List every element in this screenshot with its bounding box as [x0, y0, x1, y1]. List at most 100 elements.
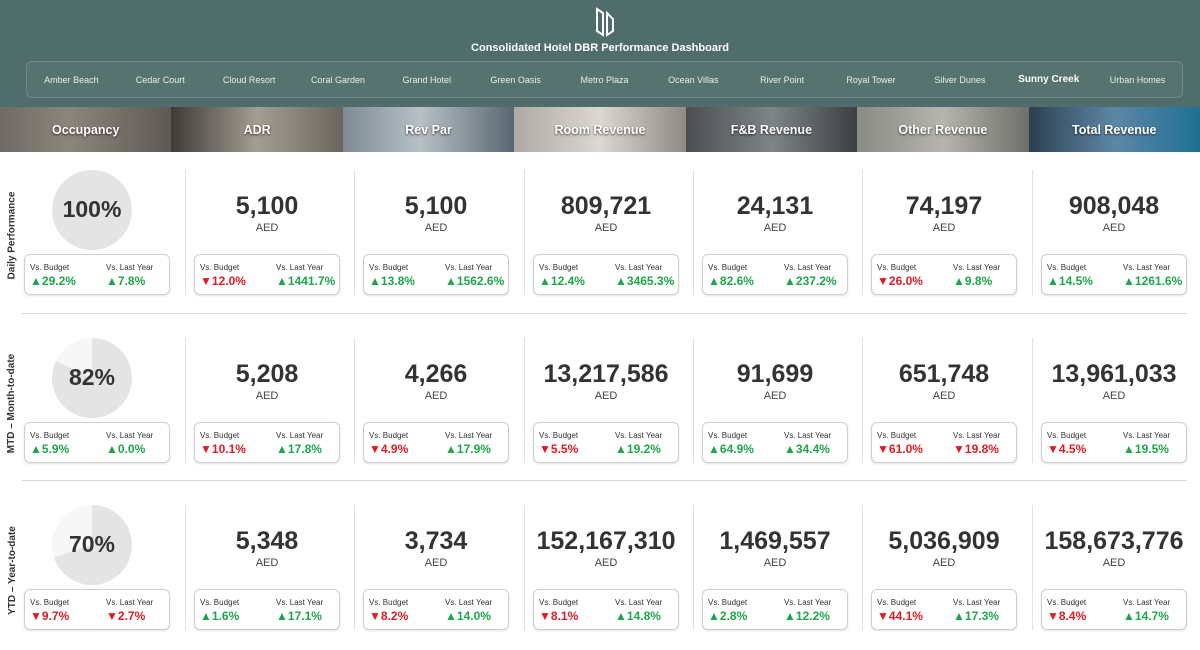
column-divider: [862, 170, 863, 295]
vs-budget-label: Vs. Budget: [30, 431, 70, 440]
kpi-value: 91,699: [736, 360, 814, 388]
hotel-tab-green-oasis[interactable]: Green Oasis: [490, 74, 541, 85]
vs-last-year-value-text: 237.2%: [795, 274, 837, 288]
vs-last-year-value-text: 14.8%: [626, 609, 661, 623]
kpi-value: 13,217,586: [543, 360, 669, 388]
vs-budget-value-text: 61.0%: [888, 442, 923, 456]
column-divider: [524, 338, 525, 463]
currency-unit: AED: [594, 557, 618, 569]
hotel-tab-urban-homes[interactable]: Urban Homes: [1109, 74, 1166, 85]
arrow-up-icon: ▲: [106, 442, 118, 456]
metric-header-label: Occupancy: [52, 122, 120, 137]
vs-budget-label: Vs. Budget: [1047, 431, 1087, 440]
kpi-value: 158,673,776: [1044, 527, 1184, 555]
hotel-tab-river-point[interactable]: River Point: [760, 74, 805, 85]
vs-budget-value-text: 29.2%: [41, 274, 76, 288]
arrow-up-icon: ▲: [276, 442, 288, 456]
vs-last-year-value: ▲3465.3%: [615, 274, 674, 288]
vs-budget-label: Vs. Budget: [877, 598, 917, 607]
metric-header-rev-par: Rev Par: [342, 107, 515, 152]
vs-last-year-value: ▲17.8%: [276, 442, 322, 456]
vs-last-year-value-text: 19.5%: [1134, 442, 1169, 456]
arrow-down-icon: ▼: [539, 609, 551, 623]
arrow-up-icon: ▲: [784, 609, 796, 623]
hotel-tab-sunny-creek[interactable]: Sunny Creek: [1018, 74, 1080, 85]
vs-last-year-value-text: 14.0%: [456, 609, 491, 623]
vs-last-year-label: Vs. Last Year: [106, 431, 154, 440]
occupancy-pie: [52, 170, 132, 250]
arrow-up-icon: ▲: [953, 609, 965, 623]
comparison-box: Vs. Budget Vs. Last Year ▼26.0% ▲9.8%: [871, 254, 1017, 295]
hotel-tab-coral-garden[interactable]: Coral Garden: [310, 74, 365, 85]
kpi-card: 91,699 AED Vs. Budget Vs. Last Year ▲64.9% ▲3…: [694, 338, 856, 470]
vs-budget-value: ▼61.0%: [877, 442, 923, 456]
currency-unit: AED: [424, 557, 448, 569]
column-divider: [693, 338, 694, 463]
kpi-value: 908,048: [1068, 192, 1160, 220]
column-divider: [354, 170, 355, 295]
comparison-box: Vs. Budget Vs. Last Year ▼4.5% ▲19.5%: [1041, 422, 1187, 463]
vs-last-year-value-text: 17.9%: [456, 442, 491, 456]
vs-last-year-value-text: 14.7%: [1134, 609, 1169, 623]
vs-last-year-label: Vs. Last Year: [1123, 263, 1171, 272]
vs-budget-label: Vs. Budget: [539, 431, 579, 440]
vs-budget-label: Vs. Budget: [30, 263, 70, 272]
vs-last-year-value-text: 34.4%: [795, 442, 830, 456]
column-divider: [185, 338, 186, 463]
vs-budget-value-text: 64.9%: [719, 442, 754, 456]
arrow-down-icon: ▼: [953, 442, 965, 456]
hotel-tab-cloud-resort[interactable]: Cloud Resort: [222, 74, 276, 85]
comparison-box: Vs. Budget Vs. Last Year ▼12.0% ▲1441.7%: [194, 254, 340, 295]
hotel-tab-cedar-court[interactable]: Cedar Court: [135, 74, 185, 85]
arrow-up-icon: ▲: [200, 609, 212, 623]
hotel-tab-royal-tower[interactable]: Royal Tower: [846, 74, 896, 85]
vs-budget-value: ▲1.6%: [200, 609, 239, 623]
hotel-tab-grand-hotel[interactable]: Grand Hotel: [402, 74, 452, 85]
metric-header-f-b-revenue: F&B Revenue: [685, 107, 858, 152]
arrow-up-icon: ▲: [953, 274, 965, 288]
vs-last-year-value-text: 17.3%: [964, 609, 999, 623]
arrow-up-icon: ▲: [708, 442, 720, 456]
vs-last-year-value: ▲7.8%: [106, 274, 145, 288]
vs-last-year-value: ▼2.7%: [106, 609, 145, 623]
occupancy-pie: [52, 338, 132, 418]
comparison-box: Vs. Budget Vs. Last Year ▼4.9% ▲17.9%: [363, 422, 509, 463]
hotel-tab-silver-dunes[interactable]: Silver Dunes: [934, 74, 986, 85]
kpi-value: 809,721: [560, 192, 652, 220]
currency-unit: AED: [594, 390, 618, 402]
hotel-tab-ocean-villas[interactable]: Ocean Villas: [668, 74, 719, 85]
kpi-value: 5,100: [235, 192, 299, 220]
vs-last-year-value: ▲1261.6%: [1123, 274, 1182, 288]
page-title: Consolidated Hotel DBR Performance Dashb…: [471, 42, 729, 54]
comparison-box: Vs. Budget Vs. Last Year ▲64.9% ▲34.4%: [702, 422, 848, 463]
arrow-down-icon: ▼: [1047, 442, 1059, 456]
currency-unit: AED: [763, 222, 787, 234]
vs-last-year-value-text: 17.8%: [287, 442, 322, 456]
vs-budget-label: Vs. Budget: [539, 598, 579, 607]
occupancy-value: 70%: [68, 531, 116, 557]
vs-last-year-label: Vs. Last Year: [276, 431, 324, 440]
vs-last-year-value: ▲237.2%: [784, 274, 837, 288]
currency-unit: AED: [255, 222, 279, 234]
metric-header-label: ADR: [243, 122, 271, 137]
vs-last-year-value: ▲34.4%: [784, 442, 830, 456]
hotel-tab-metro-plaza[interactable]: Metro Plaza: [580, 74, 629, 85]
occupancy-value: 82%: [68, 364, 116, 390]
vs-last-year-label: Vs. Last Year: [615, 431, 663, 440]
vs-budget-value-text: 4.9%: [380, 442, 409, 456]
comparison-box: Vs. Budget Vs. Last Year ▼9.7% ▼2.7%: [24, 589, 170, 630]
row-separator: [22, 313, 1187, 314]
vs-budget-value: ▲2.8%: [708, 609, 747, 623]
comparison-box: Vs. Budget Vs. Last Year ▼5.5% ▲19.2%: [533, 422, 679, 463]
vs-last-year-value: ▲1441.7%: [276, 274, 335, 288]
kpi-card: 5,208 AED Vs. Budget Vs. Last Year ▼10.1% ▲17…: [186, 338, 348, 470]
hotel-tab-amber-beach[interactable]: Amber Beach: [44, 74, 99, 85]
arrow-up-icon: ▲: [615, 609, 627, 623]
vs-budget-value: ▲5.9%: [30, 442, 69, 456]
currency-unit: AED: [594, 222, 618, 234]
kpi-value: 5,208: [235, 360, 299, 388]
arrow-up-icon: ▲: [1047, 274, 1059, 288]
vs-budget-value-text: 12.0%: [211, 274, 246, 288]
comparison-box: Vs. Budget Vs. Last Year ▲12.4% ▲3465.3%: [533, 254, 679, 295]
comparison-box: Vs. Budget Vs. Last Year ▼61.0% ▼19.8%: [871, 422, 1017, 463]
